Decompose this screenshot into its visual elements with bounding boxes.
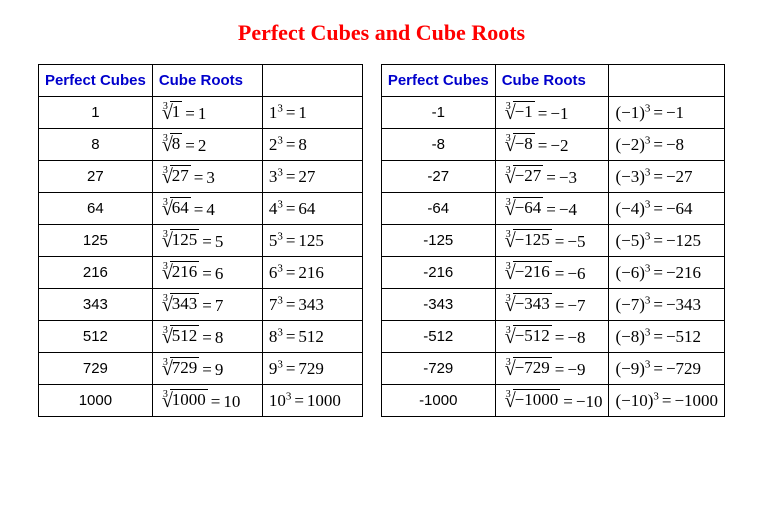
- table-row: 2163√216=663=216: [38, 257, 362, 289]
- cube-power-expression: 73=343: [262, 289, 362, 321]
- positive-rows: 13√1=113=183√8=223=8273√27=333=27643√64=…: [38, 97, 362, 417]
- cube-root-expression: 3√1000=10: [152, 385, 262, 417]
- cube-power-expression: (−7)3=−343: [609, 289, 725, 321]
- table-row: -3433√−343=−7(−7)3=−343: [381, 289, 724, 321]
- col-header-power: [609, 65, 725, 97]
- perfect-cube-value: -27: [381, 161, 495, 193]
- cube-root-expression: 3√−64=−4: [495, 193, 609, 225]
- table-row: 643√64=443=64: [38, 193, 362, 225]
- perfect-cube-value: 343: [38, 289, 152, 321]
- perfect-cube-value: 1000: [38, 385, 152, 417]
- cube-power-expression: 103=1000: [262, 385, 362, 417]
- table-row: -10003√−1000=−10(−10)3=−1000: [381, 385, 724, 417]
- table-row: -5123√−512=−8(−8)3=−512: [381, 321, 724, 353]
- cube-root-expression: 3√8=2: [152, 129, 262, 161]
- col-header-perfect-cubes: Perfect Cubes: [381, 65, 495, 97]
- perfect-cube-value: 216: [38, 257, 152, 289]
- perfect-cube-value: 64: [38, 193, 152, 225]
- cube-power-expression: (−6)3=−216: [609, 257, 725, 289]
- cube-power-expression: 13=1: [262, 97, 362, 129]
- table-row: 7293√729=993=729: [38, 353, 362, 385]
- table-row: 5123√512=883=512: [38, 321, 362, 353]
- cube-root-expression: 3√−729=−9: [495, 353, 609, 385]
- perfect-cube-value: -8: [381, 129, 495, 161]
- cube-root-expression: 3√343=7: [152, 289, 262, 321]
- table-row: -7293√−729=−9(−9)3=−729: [381, 353, 724, 385]
- col-header-cube-roots: Cube Roots: [495, 65, 609, 97]
- table-row: -643√−64=−4(−4)3=−64: [381, 193, 724, 225]
- cube-root-expression: 3√512=8: [152, 321, 262, 353]
- cube-power-expression: (−1)3=−1: [609, 97, 725, 129]
- cube-power-expression: 23=8: [262, 129, 362, 161]
- table-row: 1253√125=553=125: [38, 225, 362, 257]
- perfect-cube-value: 512: [38, 321, 152, 353]
- col-header-cube-roots: Cube Roots: [152, 65, 262, 97]
- cube-root-expression: 3√−1000=−10: [495, 385, 609, 417]
- table-row: 10003√1000=10103=1000: [38, 385, 362, 417]
- cube-power-expression: (−10)3=−1000: [609, 385, 725, 417]
- cube-power-expression: 53=125: [262, 225, 362, 257]
- perfect-cube-value: 8: [38, 129, 152, 161]
- negative-cubes-table: Perfect Cubes Cube Roots -13√−1=−1(−1)3=…: [381, 64, 725, 417]
- perfect-cube-value: 27: [38, 161, 152, 193]
- cube-root-expression: 3√−27=−3: [495, 161, 609, 193]
- perfect-cube-value: -64: [381, 193, 495, 225]
- cube-power-expression: 63=216: [262, 257, 362, 289]
- perfect-cube-value: 125: [38, 225, 152, 257]
- tables-container: Perfect Cubes Cube Roots 13√1=113=183√8=…: [12, 64, 751, 417]
- cube-root-expression: 3√729=9: [152, 353, 262, 385]
- page-title: Perfect Cubes and Cube Roots: [12, 20, 751, 46]
- cube-root-expression: 3√−125=−5: [495, 225, 609, 257]
- cube-power-expression: (−5)3=−125: [609, 225, 725, 257]
- cube-root-expression: 3√−343=−7: [495, 289, 609, 321]
- cube-root-expression: 3√27=3: [152, 161, 262, 193]
- table-row: 273√27=333=27: [38, 161, 362, 193]
- table-row: -13√−1=−1(−1)3=−1: [381, 97, 724, 129]
- cube-power-expression: (−3)3=−27: [609, 161, 725, 193]
- cube-power-expression: 83=512: [262, 321, 362, 353]
- cube-power-expression: (−9)3=−729: [609, 353, 725, 385]
- table-row: -1253√−125=−5(−5)3=−125: [381, 225, 724, 257]
- cube-root-expression: 3√125=5: [152, 225, 262, 257]
- cube-root-expression: 3√−216=−6: [495, 257, 609, 289]
- table-row: 3433√343=773=343: [38, 289, 362, 321]
- perfect-cube-value: 1: [38, 97, 152, 129]
- perfect-cube-value: 729: [38, 353, 152, 385]
- cube-power-expression: 43=64: [262, 193, 362, 225]
- perfect-cube-value: -216: [381, 257, 495, 289]
- cube-power-expression: (−8)3=−512: [609, 321, 725, 353]
- col-header-power: [262, 65, 362, 97]
- perfect-cube-value: -512: [381, 321, 495, 353]
- table-row: -2163√−216=−6(−6)3=−216: [381, 257, 724, 289]
- cube-power-expression: (−4)3=−64: [609, 193, 725, 225]
- cube-root-expression: 3√216=6: [152, 257, 262, 289]
- table-row: 13√1=113=1: [38, 97, 362, 129]
- cube-root-expression: 3√−1=−1: [495, 97, 609, 129]
- cube-root-expression: 3√−8=−2: [495, 129, 609, 161]
- cube-root-expression: 3√1=1: [152, 97, 262, 129]
- col-header-perfect-cubes: Perfect Cubes: [38, 65, 152, 97]
- perfect-cube-value: -1000: [381, 385, 495, 417]
- cube-power-expression: 33=27: [262, 161, 362, 193]
- table-row: -273√−27=−3(−3)3=−27: [381, 161, 724, 193]
- perfect-cube-value: -343: [381, 289, 495, 321]
- perfect-cube-value: -125: [381, 225, 495, 257]
- perfect-cube-value: -729: [381, 353, 495, 385]
- table-row: -83√−8=−2(−2)3=−8: [381, 129, 724, 161]
- cube-root-expression: 3√64=4: [152, 193, 262, 225]
- positive-cubes-table: Perfect Cubes Cube Roots 13√1=113=183√8=…: [38, 64, 363, 417]
- table-row: 83√8=223=8: [38, 129, 362, 161]
- cube-power-expression: (−2)3=−8: [609, 129, 725, 161]
- negative-rows: -13√−1=−1(−1)3=−1-83√−8=−2(−2)3=−8-273√−…: [381, 97, 724, 417]
- cube-power-expression: 93=729: [262, 353, 362, 385]
- perfect-cube-value: -1: [381, 97, 495, 129]
- cube-root-expression: 3√−512=−8: [495, 321, 609, 353]
